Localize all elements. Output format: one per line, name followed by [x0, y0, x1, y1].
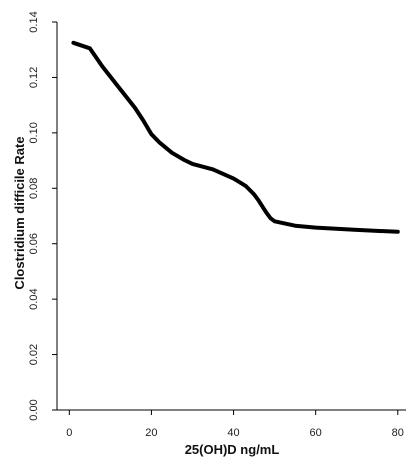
x-axis-title: 25(OH)D ng/mL: [185, 442, 280, 457]
y-tick-label: 0.10: [28, 122, 40, 143]
y-tick-label: 0.04: [28, 288, 40, 309]
y-tick-label: 0.00: [28, 399, 40, 420]
y-tick-label: 0.14: [28, 11, 40, 32]
y-tick-label: 0.06: [28, 233, 40, 254]
y-axis-title: Clostridium difficile Rate: [12, 136, 27, 289]
y-axis-ticks: 0.00 0.02 0.04 0.06 0.08 0.10 0.12 0.14: [28, 11, 57, 421]
x-tick-label: 20: [145, 427, 157, 439]
y-tick-label: 0.02: [28, 344, 40, 365]
x-axis-ticks: 0 20 40 60 80: [66, 410, 404, 439]
y-tick-label: 0.12: [28, 67, 40, 88]
x-tick-label: 60: [310, 427, 322, 439]
x-tick-label: 0: [66, 427, 72, 439]
x-tick-label: 80: [392, 427, 404, 439]
x-tick-label: 40: [227, 427, 239, 439]
y-tick-label: 0.08: [28, 178, 40, 199]
series-line: [71, 40, 400, 234]
